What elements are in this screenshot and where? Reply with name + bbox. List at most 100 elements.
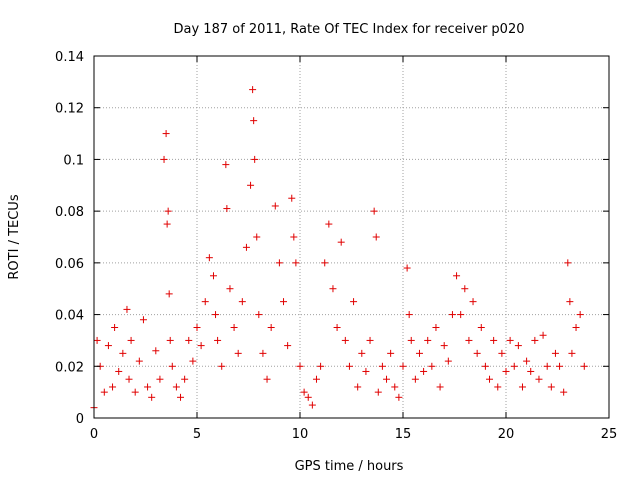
data-point [111,324,119,331]
data-point [424,336,432,344]
data-point [333,324,341,331]
data-point [486,375,494,383]
data-point [104,342,112,350]
data-point [551,349,559,357]
data-point [163,220,171,228]
data-point [566,298,574,306]
data-point [109,383,117,391]
data-point [325,220,333,228]
data-point [218,362,226,370]
data-point [238,298,246,306]
data-point [172,383,180,391]
data-point [469,298,477,306]
data-point [564,259,572,267]
plot-frame [93,55,610,419]
data-point [518,383,526,391]
x-tick-label: 0 [90,427,98,442]
chart-title: Day 187 of 2011, Rate Of TEC Index for r… [174,22,525,37]
data-point [255,311,263,319]
data-point [539,331,547,339]
data-point [164,207,172,215]
data-point [253,233,261,241]
data-point [572,324,580,331]
data-point [165,290,173,298]
data-point [481,362,489,370]
data-point [358,349,366,357]
data-point [395,393,403,401]
y-tick-label: 0 [76,412,84,427]
x-tick-label: 10 [292,427,309,442]
data-point [341,336,349,344]
data-point [490,336,498,344]
data-point [403,264,411,272]
data-point [123,305,131,313]
data-point [148,393,156,401]
data-point [135,357,143,365]
data-point [428,362,436,370]
data-point [308,401,316,409]
data-point [125,375,133,383]
data-point [580,362,588,370]
data-point [383,375,391,383]
data-point [223,205,231,213]
data-point [457,311,465,319]
data-point [197,342,205,350]
data-point [461,285,469,293]
data-point [115,367,123,375]
data-point [275,259,283,267]
data-point [296,362,304,370]
data-point [292,259,300,267]
y-axis-label: ROTI / TECUs [7,194,22,279]
y-tick-label: 0.1 [63,153,84,168]
data-point [535,375,543,383]
data-point [387,349,395,357]
data-point [205,254,213,262]
data-point [119,349,127,357]
data-point [432,324,440,331]
data-point [547,383,555,391]
data-point [502,367,510,375]
data-point [498,349,506,357]
data-point [448,311,456,319]
x-tick-label: 5 [193,427,201,442]
data-point [312,375,320,383]
y-tick-label: 0.06 [55,257,84,272]
data-point [366,336,374,344]
data-point [230,324,238,331]
data-point [473,349,481,357]
data-point [249,86,257,94]
data-point [189,357,197,365]
x-tick-label: 25 [601,427,618,442]
data-point [226,285,234,293]
data-point [374,388,382,396]
data-point [222,161,230,169]
data-point [514,342,522,350]
data-point [415,349,423,357]
data-point [531,336,539,344]
data-point [131,388,139,396]
data-point [242,243,250,251]
data-point [168,362,176,370]
data-point [337,238,345,246]
data-point [271,202,279,210]
data-point [185,336,193,344]
data-point [317,362,325,370]
x-tick-label: 15 [395,427,412,442]
data-point [506,336,514,344]
data-point [329,285,337,293]
data-point [259,349,267,357]
data-point [209,272,217,280]
data-point [354,383,362,391]
x-tick-label: 20 [498,427,515,442]
y-tick-label: 0.08 [55,205,84,220]
data-point [440,342,448,350]
data-point [152,347,160,355]
y-tick-label: 0.04 [55,309,84,324]
data-point [510,362,518,370]
data-point [350,298,358,306]
data-point [288,194,296,202]
data-point [411,375,419,383]
data-point [465,336,473,344]
data-point [527,367,535,375]
